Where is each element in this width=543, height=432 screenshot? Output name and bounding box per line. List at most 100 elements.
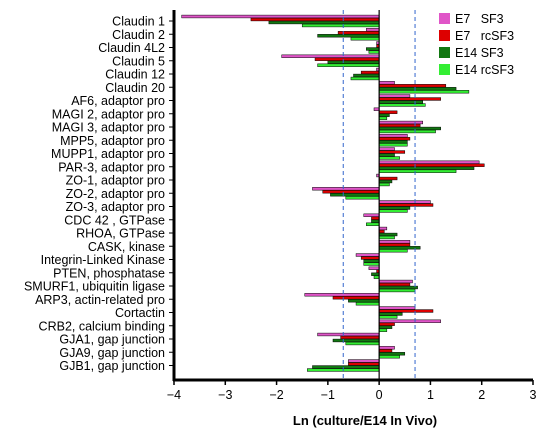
category-label: GJA9, gap junction: [59, 346, 165, 360]
bar: [348, 362, 380, 366]
bar: [301, 23, 380, 28]
bar: [378, 319, 441, 323]
bar: [350, 37, 380, 41]
bar: [378, 209, 408, 213]
bar: [378, 87, 457, 91]
bar: [378, 97, 441, 101]
bar: [378, 169, 457, 173]
bar: [378, 203, 434, 207]
bar: [368, 50, 380, 54]
bar: [378, 123, 421, 128]
legend-swatch: [439, 47, 450, 58]
bar: [378, 309, 434, 313]
bar: [378, 206, 411, 210]
x-tick-label: 3: [530, 388, 537, 402]
bar: [378, 156, 400, 160]
category-label: RHOA, GTPase: [76, 227, 165, 241]
bar: [378, 160, 480, 164]
bar: [378, 100, 423, 104]
category-label: CASK, kinase: [88, 240, 165, 254]
bar: [378, 103, 426, 107]
bar: [363, 213, 380, 217]
bar: [378, 349, 393, 353]
x-tick-label: −2: [269, 388, 283, 402]
category-label: Integrin-Linked Kinase: [41, 253, 165, 267]
bars-layer: [181, 14, 485, 372]
x-tick-label: 2: [478, 388, 485, 402]
bar: [337, 31, 380, 35]
category-label: Claudin 2: [112, 28, 165, 42]
bar: [378, 176, 398, 181]
category-label: MPP5, adaptor pro: [60, 134, 165, 148]
bar: [317, 332, 380, 337]
x-tick-label: 0: [376, 388, 383, 402]
bar: [312, 187, 380, 191]
bar: [378, 134, 408, 138]
category-label: PTEN, phosphatase: [53, 266, 165, 280]
bar: [378, 229, 385, 234]
category-label: ARP3, actin-related pro: [35, 293, 165, 307]
bar: [281, 54, 380, 58]
bar: [366, 47, 380, 51]
bar: [378, 163, 485, 167]
bar: [366, 222, 380, 226]
category-label: MAGI 2, adaptor pro: [52, 107, 165, 121]
bar: [378, 232, 398, 237]
bar: [373, 275, 380, 279]
bar: [378, 140, 408, 144]
bar: [268, 20, 380, 25]
legend-swatch: [439, 30, 450, 41]
bar: [378, 120, 423, 125]
x-tick-label: −3: [218, 388, 232, 402]
bar: [332, 296, 380, 300]
category-label: MAGI 3, adaptor pro: [52, 121, 165, 135]
bar: [378, 352, 406, 356]
bar: [378, 126, 441, 131]
bar: [378, 182, 390, 187]
bar: [378, 226, 388, 231]
bar: [317, 63, 380, 67]
bar: [360, 70, 380, 75]
bar: [353, 73, 380, 78]
axes-layer: [172, 10, 533, 382]
bar: [327, 60, 380, 64]
category-label: GJA1, gap junction: [59, 333, 165, 347]
bar: [378, 110, 398, 114]
category-label: Cortactin: [115, 306, 165, 320]
bar: [378, 94, 411, 98]
bar: [378, 179, 393, 184]
bar: [345, 196, 380, 200]
bar: [360, 256, 380, 260]
bar: [304, 293, 380, 297]
category-label: MUPP1, adaptor pro: [51, 147, 165, 161]
bar: [378, 116, 388, 120]
bar: [378, 240, 411, 244]
bar: [378, 312, 403, 316]
bar: [378, 306, 416, 310]
bar: [350, 76, 380, 81]
bar: [378, 200, 431, 204]
bar: [371, 216, 380, 220]
bar: [378, 143, 408, 147]
bar: [378, 346, 395, 350]
bar: [378, 84, 447, 88]
bar: [378, 288, 416, 293]
category-label: ZO-3, adaptor pro: [66, 200, 165, 214]
bar: [317, 34, 380, 38]
bar: [314, 57, 380, 61]
category-label: PAR-3, adaptor pro: [58, 160, 165, 174]
category-label: ZO-1, adaptor pro: [66, 174, 165, 188]
category-label: Claudin 4L2: [98, 41, 165, 55]
bar: [345, 341, 380, 346]
bar: [378, 137, 411, 141]
category-label: AF6, adaptor pro: [71, 94, 165, 108]
category-label: Claudin 20: [105, 81, 165, 95]
bar: [378, 166, 475, 170]
bar: [378, 279, 413, 284]
category-label: SMURF1, ubiquitin ligase: [24, 280, 165, 294]
bar: [371, 272, 380, 276]
bar: [378, 235, 395, 240]
category-label: ZO-2, adaptor pro: [66, 187, 165, 201]
bar: [330, 193, 380, 197]
